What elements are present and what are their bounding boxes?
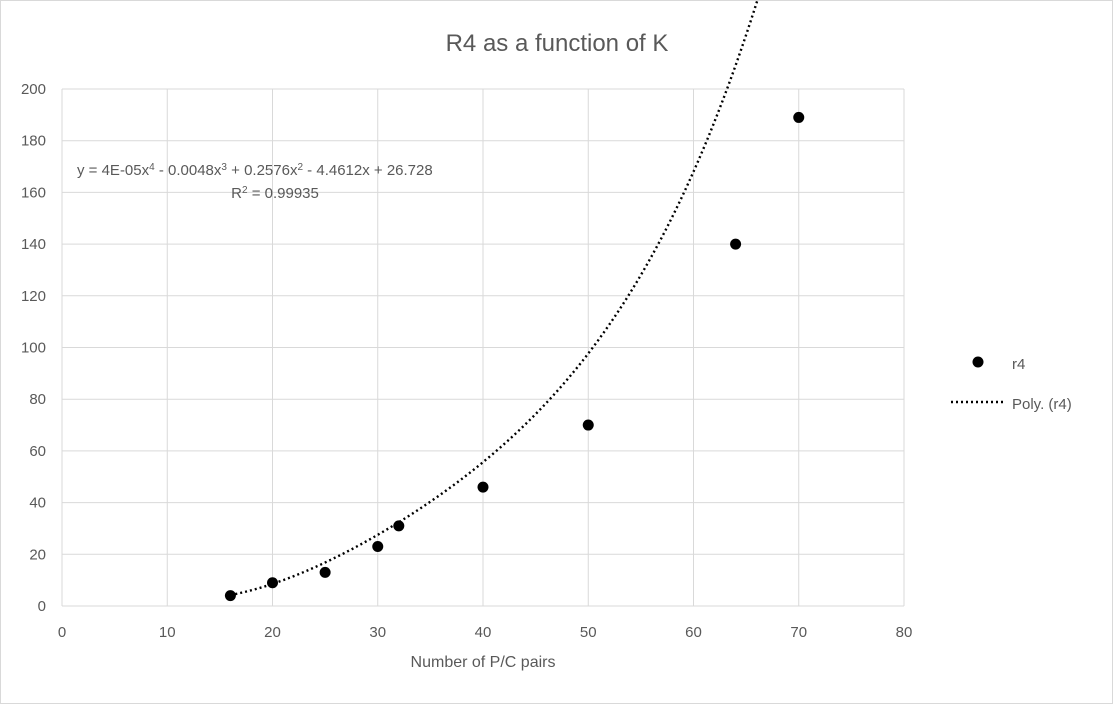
data-point-r4	[393, 520, 405, 532]
eq-part-1: y = 4E-05x	[77, 162, 150, 179]
y-tick-label: 200	[21, 81, 46, 98]
data-point-r4	[793, 111, 805, 123]
data-points	[224, 111, 805, 602]
r-squared: R2 = 0.99935	[231, 185, 319, 203]
chart-title: R4 as a function of K	[446, 30, 669, 57]
y-tick-label: 120	[21, 288, 46, 305]
legend: r4 Poly. (r4)	[951, 356, 1072, 413]
y-tick-label: 0	[38, 598, 46, 615]
eq-exp-4: 4	[149, 162, 155, 173]
eq-exp-2: 2	[297, 162, 303, 173]
y-tick-label: 40	[29, 495, 46, 512]
data-point-r4	[224, 590, 236, 602]
y-tick-label: 140	[21, 236, 46, 253]
trendline-poly-r4	[230, 0, 759, 597]
y-tick-label: 100	[21, 340, 46, 357]
legend-marker-r4	[972, 356, 984, 368]
legend-label-poly: Poly. (r4)	[1012, 396, 1072, 413]
data-point-r4	[730, 238, 742, 250]
x-tick-label: 20	[264, 624, 281, 641]
trendline-equation: y = 4E-05x4 - 0.0048x3 + 0.2576x2 - 4.46…	[77, 162, 433, 180]
x-tick-label: 40	[475, 624, 492, 641]
r2-part-1: R	[231, 185, 242, 202]
legend-label-r4: r4	[1012, 356, 1025, 373]
x-axis-title: Number of P/C pairs	[411, 654, 556, 671]
y-tick-label: 160	[21, 184, 46, 201]
data-point-r4	[477, 481, 489, 493]
eq-part-4: - 4.4612x + 26.728	[303, 162, 433, 179]
x-tick-label: 70	[790, 624, 807, 641]
x-tick-label: 50	[580, 624, 597, 641]
x-tick-label: 60	[685, 624, 702, 641]
r2-exp: 2	[242, 185, 248, 196]
x-tick-label: 80	[896, 624, 913, 641]
y-tick-label: 60	[29, 443, 46, 460]
x-tick-label: 0	[58, 624, 66, 641]
y-tick-label: 20	[29, 546, 46, 563]
eq-part-3: + 0.2576x	[227, 162, 298, 179]
y-tick-label: 80	[29, 391, 46, 408]
x-tick-label: 10	[159, 624, 176, 641]
eq-part-2: - 0.0048x	[155, 162, 222, 179]
eq-exp-3: 3	[221, 162, 227, 173]
data-point-r4	[319, 566, 331, 578]
tick-labels: 0 20 40 60 80 100 120 140 160 180 200 0 10 20 30 40 50 60…	[21, 81, 912, 641]
gridlines	[61, 88, 905, 607]
r2-part-2: = 0.99935	[248, 185, 319, 202]
x-tick-label: 30	[369, 624, 386, 641]
y-tick-label: 180	[21, 133, 46, 150]
data-point-r4	[372, 541, 384, 553]
data-point-r4	[267, 577, 278, 589]
data-point-r4	[582, 419, 594, 431]
